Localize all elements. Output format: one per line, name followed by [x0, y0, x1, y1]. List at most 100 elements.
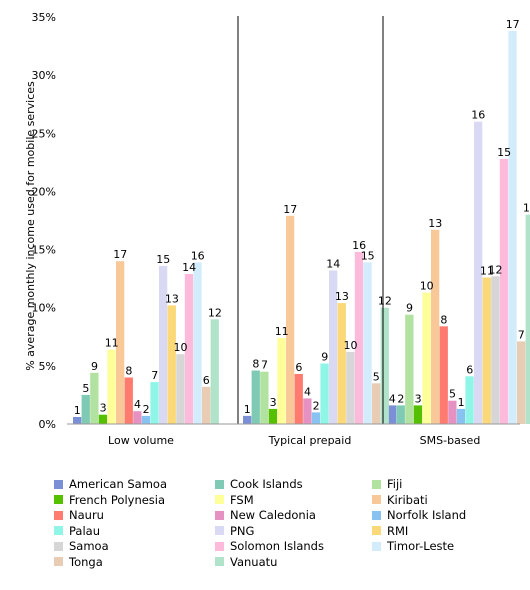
- bar: [363, 262, 372, 424]
- data-label: 11: [275, 325, 289, 338]
- data-label: 4: [134, 398, 141, 411]
- legend-label: Nauru: [69, 508, 104, 522]
- data-label: 16: [191, 249, 205, 262]
- data-label: 7: [518, 328, 525, 341]
- data-label: 2: [397, 392, 404, 405]
- legend-item: FSM: [215, 492, 254, 508]
- bar: [277, 337, 286, 424]
- bar: [474, 121, 483, 424]
- legend-item: French Polynesia: [54, 492, 165, 508]
- y-tick-label: 25%: [32, 127, 56, 140]
- data-label: 6: [203, 374, 210, 387]
- y-tick-label: 0%: [39, 418, 56, 431]
- data-label: 2: [143, 403, 150, 416]
- legend-label: Cook Islands: [230, 477, 303, 491]
- bar: [525, 214, 530, 424]
- legend-item: Palau: [54, 523, 100, 539]
- category-label: Low volume: [108, 434, 174, 447]
- bar: [499, 158, 509, 424]
- data-label: 7: [261, 359, 268, 372]
- y-tick-label: 35%: [32, 11, 56, 24]
- legend-swatch: [372, 541, 381, 551]
- bar: [294, 374, 303, 424]
- data-label: 1: [74, 404, 81, 417]
- bar: [439, 326, 448, 424]
- category-label: SMS-based: [420, 434, 481, 447]
- y-axis-label: % average monthly income used for mobile…: [24, 81, 37, 371]
- data-label: 11: [480, 265, 494, 278]
- data-label: 9: [321, 351, 328, 364]
- legend-swatch: [215, 495, 224, 504]
- legend-item: Solomon Islands: [215, 538, 324, 554]
- legend-swatch: [215, 510, 224, 520]
- bar: [388, 405, 397, 424]
- legend-swatch: [54, 495, 63, 504]
- bar: [422, 292, 431, 424]
- data-label: 17: [283, 203, 297, 216]
- bar: [150, 382, 159, 424]
- legend-item: Norfolk Island: [372, 507, 466, 523]
- legend-swatch: [215, 526, 224, 535]
- legend-label: Norfolk Island: [387, 508, 467, 522]
- legend-item: PNG: [215, 523, 254, 539]
- legend-item: Cook Islands: [215, 476, 303, 492]
- bar: [329, 270, 338, 424]
- legend-label: FSM: [230, 492, 254, 507]
- legend-swatch: [372, 495, 381, 504]
- data-label: 9: [406, 302, 413, 315]
- bar: [311, 412, 321, 424]
- bar: [303, 398, 312, 424]
- data-label: 1: [244, 403, 251, 416]
- bar: [456, 408, 466, 424]
- data-label: 5: [449, 388, 456, 401]
- legend-item: Vanuatu: [215, 554, 277, 570]
- data-label: 13: [335, 290, 349, 303]
- legend-item: Samoa: [54, 538, 109, 554]
- bar: [167, 305, 176, 424]
- y-ticks: 0% 5% 10% 15% 20% 25% 30% 35%: [32, 11, 56, 431]
- data-label: 10: [420, 280, 434, 293]
- bar: [354, 251, 364, 424]
- legend-swatch: [372, 526, 381, 535]
- y-tick-label: 10%: [32, 302, 56, 315]
- data-label: 3: [415, 392, 422, 405]
- bar: [90, 372, 99, 424]
- data-label: 6: [295, 361, 302, 374]
- legend-swatch: [215, 479, 224, 489]
- data-label: 12: [208, 306, 222, 319]
- bar: [116, 261, 125, 424]
- bar: [251, 370, 260, 424]
- y-tick-label: 30%: [32, 69, 56, 82]
- legend-swatch: [54, 479, 63, 489]
- bar: [73, 417, 82, 424]
- legend-swatch: [54, 510, 63, 520]
- bar: [372, 383, 381, 424]
- data-label: 10: [344, 339, 358, 352]
- bar: [210, 319, 219, 424]
- bar: [337, 303, 346, 424]
- legend-label: American Samoa: [69, 477, 168, 491]
- bar: [396, 405, 405, 424]
- legend-swatch: [54, 557, 63, 566]
- bar: [405, 314, 414, 424]
- legend-label: RMI: [387, 523, 409, 538]
- legend-item: New Caledonia: [215, 507, 316, 523]
- bars: [73, 31, 530, 424]
- legend-swatch: [372, 479, 381, 489]
- data-label: 14: [182, 261, 196, 274]
- bar: [141, 415, 151, 424]
- legend-item: Fiji: [372, 476, 402, 492]
- data-label: 8: [252, 358, 259, 371]
- data-label: 4: [304, 385, 311, 398]
- bar: [413, 405, 423, 424]
- category-label: Typical prepaid: [268, 434, 352, 447]
- bar: [124, 377, 133, 424]
- legend-swatch: [54, 541, 63, 551]
- bar: [98, 414, 108, 424]
- legend-label: New Caledonia: [230, 508, 316, 522]
- bar: [320, 363, 329, 424]
- legend-label: PNG: [230, 523, 255, 538]
- bar: [346, 351, 355, 424]
- bar: [268, 408, 278, 424]
